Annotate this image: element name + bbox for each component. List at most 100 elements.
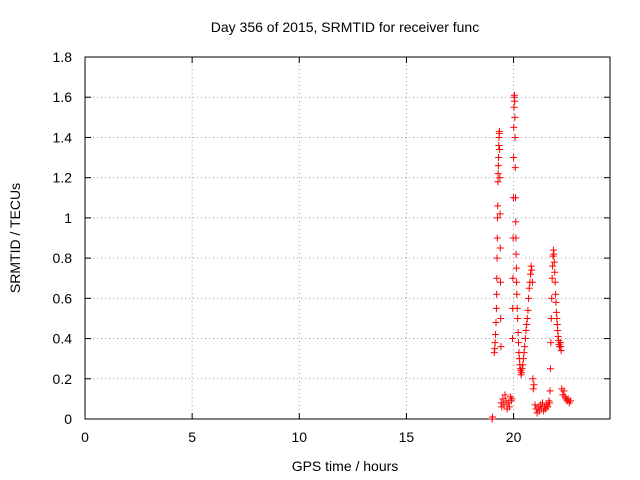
data-point (520, 349, 528, 357)
x-tick-label: 10 (291, 429, 307, 445)
data-point (496, 244, 504, 252)
data-point (493, 290, 501, 298)
x-axis-label: GPS time / hours (292, 458, 399, 474)
data-point (525, 294, 533, 302)
data-point (496, 174, 504, 182)
data-point (551, 268, 559, 276)
data-point (496, 146, 504, 154)
data-point (494, 178, 502, 186)
x-tick-label: 20 (506, 429, 522, 445)
data-point (509, 274, 517, 282)
data-point (528, 278, 536, 286)
data-point (513, 290, 521, 298)
data-point (511, 164, 519, 172)
data-point (527, 262, 535, 270)
y-tick-label: 1.8 (53, 49, 73, 65)
data-point (512, 234, 520, 242)
data-point (493, 254, 501, 262)
data-point (510, 91, 518, 99)
data-point (494, 162, 502, 170)
data-point (489, 413, 497, 421)
data-point (519, 355, 527, 363)
y-tick-label: 1 (64, 210, 72, 226)
data-point (519, 361, 527, 369)
data-point (547, 339, 555, 347)
data-point (518, 365, 526, 373)
data-point (554, 327, 562, 335)
y-tick-label: 1.2 (53, 170, 73, 186)
data-point (529, 385, 537, 393)
data-point (512, 218, 520, 226)
data-point (529, 375, 537, 383)
data-point (539, 399, 546, 407)
y-tick-label: 1.4 (53, 129, 73, 145)
data-point (513, 278, 521, 286)
data-point (508, 395, 516, 403)
data-point (510, 103, 518, 111)
data-point (501, 391, 509, 399)
data-series-srmtid (488, 91, 574, 423)
data-point (551, 278, 559, 286)
axis-ticks: 0 5 10 15 20 0 0.2 0.4 0.6 0.8 1 1.2 1.4 1.6 1.8 (53, 49, 610, 445)
data-point (514, 329, 522, 337)
y-tick-label: 0 (64, 411, 72, 427)
data-point (512, 264, 520, 272)
data-point (521, 343, 529, 351)
data-point (497, 314, 505, 322)
data-point (510, 154, 518, 162)
data-point (492, 318, 500, 326)
data-point (550, 258, 558, 266)
data-point (496, 210, 504, 218)
data-point (550, 250, 558, 258)
data-point (553, 314, 561, 322)
y-tick-label: 1.6 (53, 89, 73, 105)
y-tick-label: 0.2 (53, 371, 73, 387)
data-point (552, 290, 560, 298)
chart-title: Day 356 of 2015, SRMTID for receiver fun… (211, 19, 479, 35)
data-point (524, 306, 532, 314)
data-point (546, 387, 554, 395)
y-tick-label: 0.4 (53, 331, 73, 347)
data-point (530, 381, 538, 389)
y-axis-label: SRMTID / TECUs (7, 183, 23, 293)
data-point (495, 127, 503, 135)
data-point (544, 403, 552, 411)
data-point (491, 345, 499, 353)
data-point (497, 278, 504, 286)
data-point (492, 304, 500, 312)
data-point (553, 320, 561, 328)
data-point (523, 320, 531, 328)
data-point (549, 262, 557, 270)
data-point (546, 399, 554, 407)
y-tick-label: 0.8 (53, 250, 73, 266)
data-point (522, 327, 530, 335)
data-point (512, 250, 520, 258)
data-point (493, 274, 501, 282)
data-point (512, 194, 519, 202)
data-point (527, 270, 534, 278)
x-tick-label: 0 (81, 429, 89, 445)
data-point (500, 401, 508, 409)
data-point (560, 387, 568, 395)
data-point (566, 397, 574, 405)
data-point (494, 214, 501, 222)
data-point (525, 284, 533, 292)
data-point (492, 331, 500, 339)
data-point (511, 97, 519, 105)
data-point (552, 298, 560, 306)
data-point (493, 234, 501, 242)
x-tick-label: 15 (399, 429, 415, 445)
data-point (511, 113, 519, 121)
data-point (548, 294, 556, 302)
data-point (528, 266, 536, 274)
data-point (511, 133, 519, 141)
data-point (513, 304, 521, 312)
data-point (518, 369, 525, 377)
data-point (521, 335, 529, 343)
y-tick-label: 0.6 (53, 290, 73, 306)
x-tick-label: 5 (188, 429, 196, 445)
data-point (495, 141, 503, 149)
data-point (494, 170, 502, 178)
